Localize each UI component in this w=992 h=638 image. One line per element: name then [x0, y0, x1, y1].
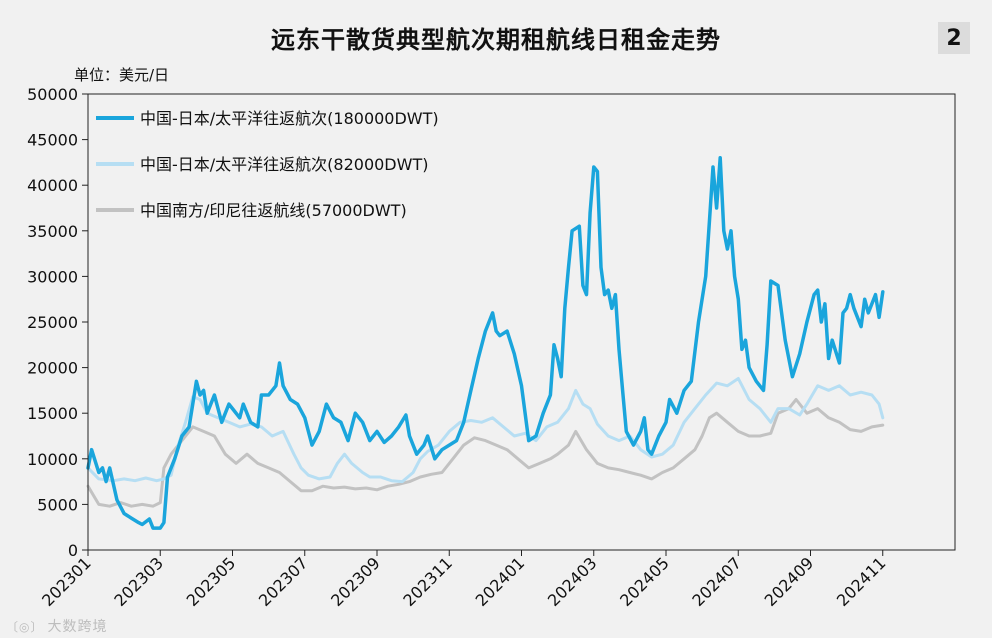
y-tick-label: 50000 [27, 85, 78, 104]
y-tick-label: 5000 [37, 495, 78, 514]
x-tick-label: 202309 [327, 553, 384, 610]
series-line-1 [86, 156, 885, 530]
series-layer [86, 156, 885, 530]
y-tick-label: 20000 [27, 359, 78, 378]
x-tick-label: 202311 [399, 553, 456, 610]
y-tick-label: 35000 [27, 222, 78, 241]
watermark-text: 大数跨境 [47, 619, 108, 635]
page-number-badge: 2 [938, 22, 970, 54]
x-tick-label: 202409 [761, 553, 818, 610]
legend: 中国-日本/太平洋往返航次(180000DWT) 中国-日本/太平洋往返航次(82… [96, 109, 439, 220]
watermark: 〔◎〕 大数跨境 [6, 616, 107, 636]
y-axis-ticks: 0 5000 10000 15000 20000 25000 30000 35000 40000… [27, 85, 88, 560]
x-tick-label: 202307 [255, 553, 312, 610]
x-axis-ticks: 202301 202303 202305 202307 202309 202311 2024… [38, 550, 890, 610]
y-tick-label: 15000 [27, 404, 78, 423]
x-tick-label: 202403 [544, 553, 601, 610]
x-tick-label: 202407 [688, 553, 745, 610]
legend-label: 中国南方/印尼往返航线(57000DWT) [140, 201, 407, 220]
x-tick-label: 202405 [616, 553, 673, 610]
chart-title: 远东干散货典型航次期租航线日租金走势 [271, 26, 721, 54]
y-tick-label: 30000 [27, 267, 78, 286]
y-tick-label: 40000 [27, 176, 78, 195]
x-tick-label: 202303 [110, 553, 167, 610]
y-tick-label: 45000 [27, 131, 78, 150]
series-line-2 [86, 377, 885, 484]
x-tick-label: 202305 [183, 553, 240, 610]
y-axis-unit-label: 单位：美元/日 [74, 66, 170, 84]
x-tick-label: 202301 [38, 553, 95, 610]
legend-label: 中国-日本/太平洋往返航次(180000DWT) [140, 109, 439, 128]
y-tick-label: 10000 [27, 450, 78, 469]
logo-icon: 〔◎〕 [6, 620, 44, 634]
y-tick-label: 0 [68, 541, 78, 560]
legend-label: 中国-日本/太平洋往返航次(82000DWT) [140, 155, 428, 174]
series-line-3 [86, 398, 885, 508]
x-tick-label: 202401 [472, 553, 529, 610]
x-tick-label: 202411 [833, 553, 890, 610]
plot-frame [87, 93, 956, 551]
y-tick-label: 25000 [27, 313, 78, 332]
